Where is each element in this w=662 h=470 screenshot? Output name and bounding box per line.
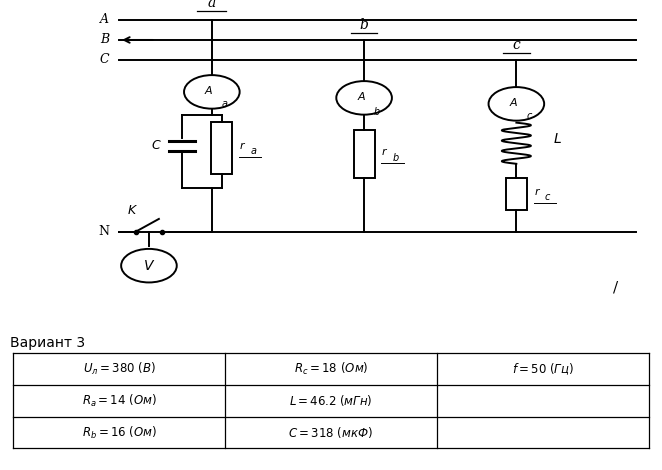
Text: $f = 50\ (Гц)$: $f = 50\ (Гц)$ bbox=[512, 361, 574, 377]
Text: /: / bbox=[613, 281, 618, 295]
Text: $a$: $a$ bbox=[250, 146, 257, 156]
Text: $K$: $K$ bbox=[127, 204, 138, 217]
Bar bbox=[211, 122, 232, 174]
Text: $c$: $c$ bbox=[544, 192, 551, 202]
Text: a: a bbox=[208, 0, 216, 10]
Text: $r$: $r$ bbox=[239, 141, 246, 151]
Text: $c$: $c$ bbox=[526, 111, 533, 121]
Text: $A$: $A$ bbox=[357, 90, 366, 102]
Text: b: b bbox=[359, 18, 369, 32]
Text: N: N bbox=[98, 225, 109, 238]
Text: $R_{c} = 18\ (Ом)$: $R_{c} = 18\ (Ом)$ bbox=[294, 361, 368, 377]
Text: A: A bbox=[100, 14, 109, 26]
Text: $b$: $b$ bbox=[392, 151, 400, 163]
Text: Вариант 3: Вариант 3 bbox=[10, 336, 85, 350]
Bar bbox=[354, 130, 375, 178]
Text: $L = 46.2\ (мГн)$: $L = 46.2\ (мГн)$ bbox=[289, 393, 373, 408]
Text: $A$: $A$ bbox=[205, 84, 214, 96]
Text: $C = 318\ (мкФ)$: $C = 318\ (мкФ)$ bbox=[289, 425, 373, 440]
Text: $A$: $A$ bbox=[509, 96, 518, 108]
Text: $R_{b} = 16\ (Ом)$: $R_{b} = 16\ (Ом)$ bbox=[81, 424, 157, 440]
Text: $R_{a} = 14\ (Ом)$: $R_{a} = 14\ (Ом)$ bbox=[81, 393, 157, 409]
Text: c: c bbox=[512, 38, 520, 52]
Text: $U_{л} = 380\ (В)$: $U_{л} = 380\ (В)$ bbox=[83, 361, 156, 377]
Text: $r$: $r$ bbox=[381, 146, 389, 157]
Text: $V$: $V$ bbox=[143, 258, 155, 273]
Text: $C$: $C$ bbox=[151, 139, 162, 152]
Text: $b$: $b$ bbox=[373, 105, 381, 117]
Text: B: B bbox=[100, 33, 109, 47]
Text: $L$: $L$ bbox=[553, 132, 561, 146]
Text: $r$: $r$ bbox=[534, 186, 541, 197]
Text: C: C bbox=[99, 54, 109, 66]
Bar bbox=[506, 178, 527, 210]
Text: $a$: $a$ bbox=[221, 99, 228, 109]
